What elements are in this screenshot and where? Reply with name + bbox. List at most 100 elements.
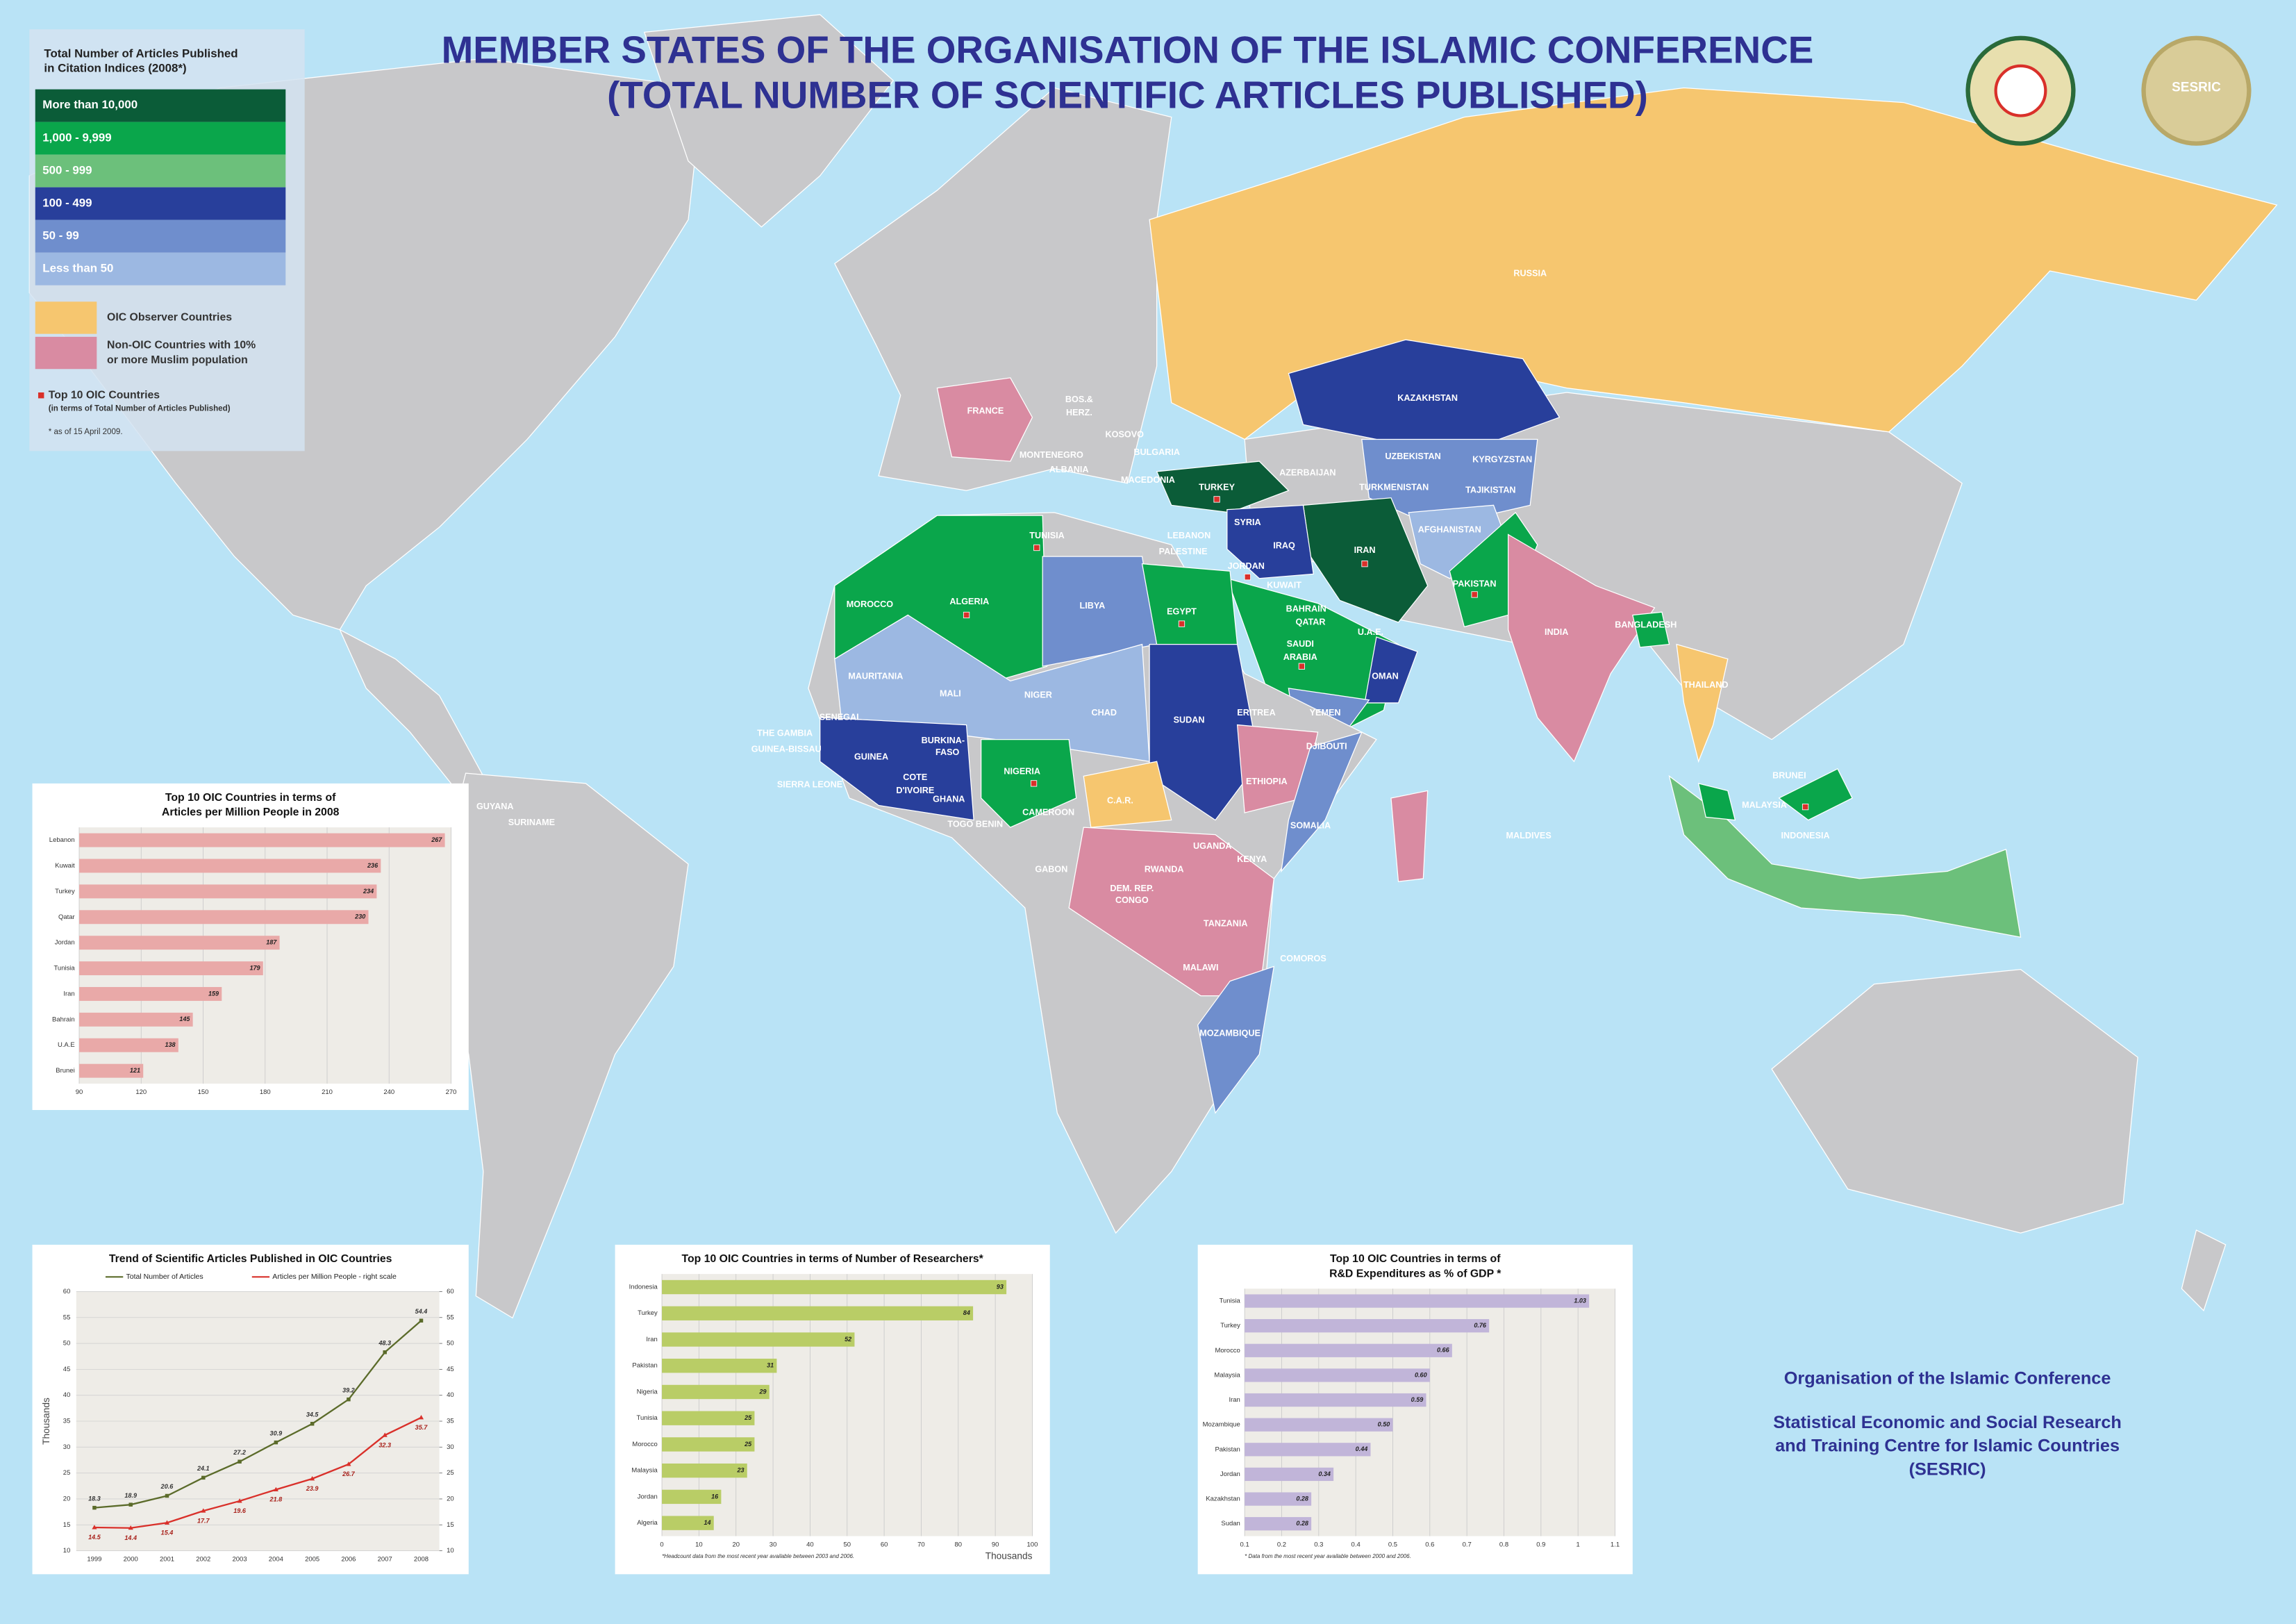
footer-text: Statistical Economic and Social Research	[1773, 1413, 2122, 1432]
country-label: MOZAMBIQUE	[1199, 1029, 1261, 1038]
point	[419, 1318, 424, 1323]
india	[1507, 533, 1656, 763]
legend-label: or more Muslim population	[107, 354, 248, 366]
x-tick-label: 2000	[124, 1556, 138, 1564]
point	[347, 1397, 351, 1402]
x-tick-label: 120	[135, 1088, 147, 1096]
legend-swatch	[35, 219, 286, 253]
france	[936, 377, 1033, 462]
value-label: 234	[363, 888, 374, 895]
value-label: 27.2	[233, 1449, 246, 1456]
y-tick-label: Pakistan	[1215, 1445, 1240, 1453]
y2-tick-label: 30	[447, 1443, 454, 1451]
legend-label: Non-OIC Countries with 10%	[107, 340, 256, 351]
value-label: 0.28	[1296, 1520, 1309, 1527]
mozambique	[1197, 966, 1275, 1114]
value-label: 0.60	[1415, 1371, 1427, 1378]
country-label: AZERBAIJAN	[1279, 467, 1336, 477]
value-label: 0.34	[1318, 1470, 1331, 1477]
country-label: GABON	[1035, 865, 1067, 875]
malaysia	[1697, 783, 1736, 821]
top10-marker	[1178, 620, 1186, 627]
country-label: MACEDONIA	[1121, 475, 1175, 485]
y-tick-label: Tunisia	[1220, 1298, 1241, 1305]
y-tick-label: Iran	[646, 1336, 657, 1343]
y-tick-label: 25	[63, 1469, 71, 1477]
chart-title: Top 10 OIC Countries in terms of	[1330, 1253, 1501, 1265]
point	[201, 1508, 206, 1513]
legend-label: 100 - 499	[42, 196, 92, 209]
value-label: 159	[208, 990, 219, 997]
value-label: 0.59	[1411, 1396, 1424, 1403]
country-label: THE GAMBIA	[757, 729, 813, 738]
value-label: 25	[744, 1414, 752, 1421]
legend-footnote: * as of 15 April 2009.	[49, 428, 123, 436]
bar	[79, 1038, 178, 1052]
value-label: 26.7	[342, 1470, 356, 1477]
x-tick-label: 240	[383, 1088, 394, 1096]
bangladesh	[1632, 611, 1670, 648]
nigeria	[981, 739, 1077, 828]
country-label: ALBANIA	[1049, 465, 1089, 474]
chart-title: Top 10 OIC Countries in terms of	[165, 792, 336, 804]
point	[383, 1350, 387, 1354]
country-label: COTE	[903, 772, 927, 782]
legend-label: More than 10,000	[42, 98, 138, 111]
y-tick-label: Jordan	[55, 939, 75, 947]
bar	[662, 1516, 714, 1530]
value-label: 20.6	[160, 1483, 174, 1490]
country-label: KOSOVO	[1106, 429, 1145, 439]
oic-logo-inner	[1994, 64, 2047, 117]
y-tick-label: Indonesia	[629, 1284, 658, 1291]
legend-label: Articles per Million People - right scal…	[272, 1273, 397, 1281]
legend-label: Less than 50	[42, 261, 113, 274]
x-tick-label: 90	[992, 1541, 999, 1549]
series-line	[94, 1416, 422, 1529]
y-tick-label: 20	[63, 1495, 71, 1502]
bar	[662, 1463, 747, 1478]
bar	[79, 833, 445, 847]
country-label: BOS.&	[1065, 395, 1093, 404]
indonesia	[1668, 774, 2022, 938]
y-tick-label: Turkey	[55, 888, 75, 895]
country-label: FRANCE	[967, 406, 1004, 416]
x-tick-label: 90	[76, 1088, 83, 1096]
thailand	[1676, 643, 1729, 763]
bar	[1245, 1343, 1452, 1357]
bar	[1245, 1467, 1334, 1482]
country-label: SIERRA LEONE	[777, 779, 842, 789]
point	[310, 1476, 315, 1481]
x-tick-label: 10	[695, 1541, 703, 1549]
y2-tick-label: 60	[447, 1288, 454, 1295]
country-label: INDIA	[1545, 627, 1568, 637]
value-label: 14	[704, 1519, 710, 1526]
country-label: BURKINA-	[922, 736, 965, 745]
point	[128, 1502, 133, 1507]
madagascar	[1390, 790, 1429, 882]
top10-marker	[1030, 780, 1038, 787]
legend-swatch	[35, 336, 97, 370]
x-tick-label: 2006	[341, 1556, 356, 1564]
x-tick-label: 0.3	[1314, 1541, 1323, 1549]
x-tick-label: 2005	[305, 1556, 319, 1564]
y-tick-label: 40	[63, 1391, 71, 1399]
y-tick-label: Nigeria	[637, 1388, 658, 1395]
country-label: PAKISTAN	[1453, 579, 1497, 589]
value-label: 17.7	[197, 1517, 210, 1524]
y-axis-label: Thousands	[41, 1398, 51, 1445]
value-label: 14.5	[88, 1534, 101, 1541]
x-tick-label: 100	[1027, 1541, 1038, 1549]
y2-tick-label: 50	[447, 1340, 454, 1348]
value-label: 24.1	[197, 1465, 210, 1472]
value-label: 21.8	[269, 1496, 283, 1503]
bar	[79, 1063, 144, 1078]
country-label: GUINEA-BISSAU	[751, 745, 822, 754]
country-label: KENYA	[1237, 854, 1267, 864]
y-tick-label: 50	[63, 1340, 71, 1348]
country-label: OMAN	[1372, 671, 1399, 681]
footer-text: (SESRIC)	[1909, 1459, 1986, 1479]
y2-tick-label: 45	[447, 1366, 454, 1373]
value-label: 18.3	[88, 1495, 101, 1502]
